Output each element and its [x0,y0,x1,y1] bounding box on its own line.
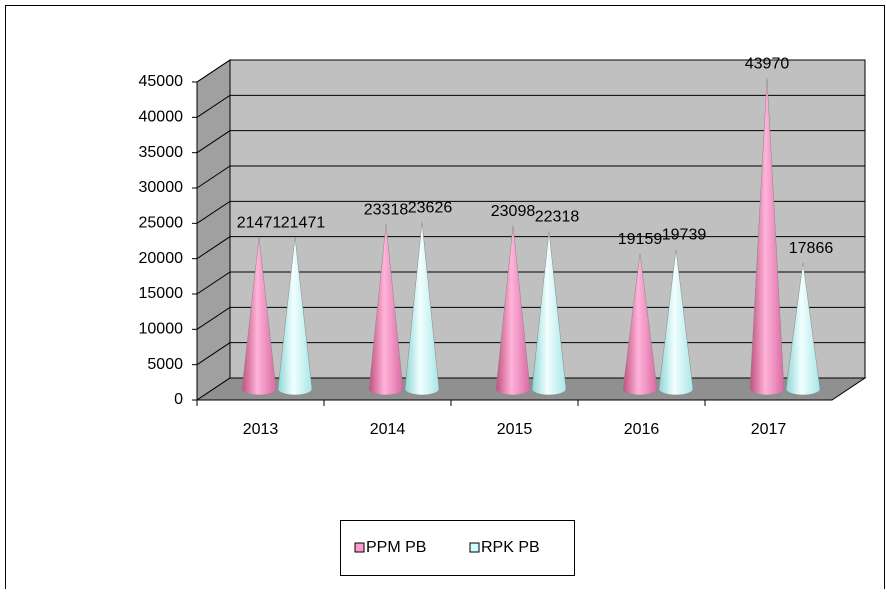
y-tick-label: 35000 [139,144,184,161]
y-tick-label: 40000 [139,109,184,126]
value-label: 21471 [281,214,326,231]
value-label: 43970 [745,55,790,72]
cone [785,262,821,396]
x-tick-label: 2016 [624,421,660,438]
grid-line [196,94,865,118]
y-tick-label: 0 [174,391,183,408]
legend-swatch [469,542,480,553]
cone [277,237,313,396]
grid-line [196,342,865,366]
cone [368,224,404,396]
cone [531,231,567,396]
legend-swatch [354,542,365,553]
cone [241,237,277,396]
y-tick-label: 5000 [147,356,183,373]
value-label: 21471 [237,214,282,231]
x-tick-label: 2013 [243,421,279,438]
cone [404,222,440,396]
grid-line [196,59,865,83]
x-tick-label: 2017 [751,421,787,438]
grid-line [196,236,865,260]
legend-label: RPK PB [481,539,540,556]
floor [195,377,867,401]
grid-line [196,130,865,154]
value-label: 17866 [789,240,834,257]
side-wall [196,59,231,401]
value-label: 23318 [364,201,409,218]
grid-line [196,271,865,295]
legend-label: PPM PB [366,539,426,556]
value-label: 22318 [535,209,580,226]
grid-line [196,200,865,224]
cone [658,249,694,396]
cone [495,225,531,396]
y-tick-label: 45000 [139,73,184,90]
x-tick-label: 2015 [497,421,533,438]
value-label: 19159 [618,231,663,248]
value-label: 19739 [662,227,707,244]
y-tick-label: 20000 [139,250,184,267]
y-tick-label: 10000 [139,321,184,338]
grid-line [196,306,865,330]
grid-line [196,165,865,189]
cone [622,253,658,396]
value-label: 23098 [491,203,536,220]
value-label: 23626 [408,199,453,216]
x-tick-label: 2014 [370,421,406,438]
y-tick-label: 25000 [139,215,184,232]
y-tick-label: 30000 [139,179,184,196]
cone [749,78,785,396]
y-tick-label: 15000 [139,285,184,302]
legend [340,520,575,576]
